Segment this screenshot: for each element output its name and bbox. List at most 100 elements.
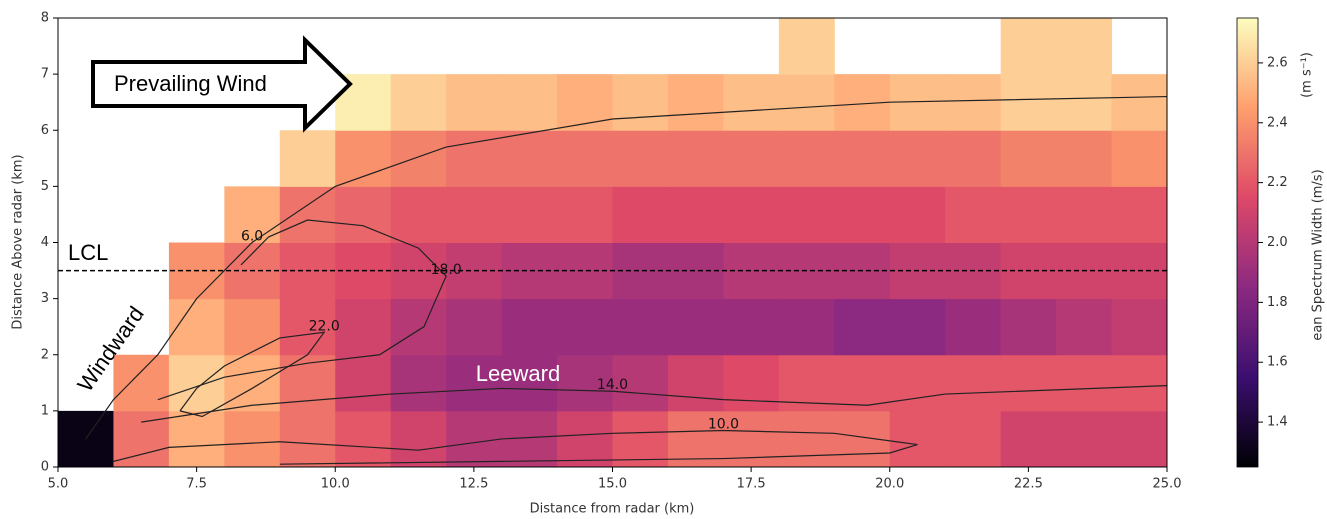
heatmap-cell	[834, 354, 891, 412]
heatmap-cell	[335, 298, 392, 356]
heatmap-cell	[889, 354, 946, 412]
x-tick-label: 22.5	[1014, 477, 1043, 492]
heatmap-cell	[224, 298, 281, 356]
heatmap-cell	[945, 186, 1002, 243]
heatmap-cell	[723, 298, 780, 356]
heatmap-cell	[723, 186, 780, 243]
x-tick-label: 20.0	[875, 477, 904, 492]
y-axis-label: Distance Above radar (km)	[11, 154, 26, 329]
heatmap-cell	[612, 186, 669, 243]
heatmap-cell	[446, 74, 503, 131]
contour-line	[157, 219, 447, 401]
y-tick-label: 3	[41, 291, 49, 306]
heatmap-cell	[1000, 186, 1057, 243]
heatmap-cell	[168, 354, 225, 412]
heatmap-cell	[113, 354, 170, 412]
y-tick-label: 1	[41, 403, 49, 418]
heatmap-cell	[113, 410, 170, 468]
heatmap-cell	[335, 130, 392, 187]
heatmap-cell	[279, 130, 336, 187]
heatmap-cell	[557, 354, 613, 412]
heatmap-cell	[501, 410, 558, 468]
y-tick-label: 2	[41, 347, 49, 362]
colorbar	[1236, 17, 1259, 468]
colorbar-label: ean Spectrum Width (m/s)	[1311, 169, 1326, 340]
heatmap-cell	[446, 410, 503, 468]
heatmap-cell	[1000, 410, 1057, 468]
heatmap-cell	[1111, 410, 1168, 468]
heatmap-cell	[667, 130, 724, 187]
heatmap-cell	[224, 186, 281, 243]
heatmap-cell	[612, 130, 669, 187]
heatmap-cell	[667, 74, 724, 131]
heatmap-cell	[390, 410, 447, 468]
heatmap-cell	[612, 74, 669, 131]
heatmap-cell	[1056, 74, 1113, 131]
heatmap-cell	[667, 354, 724, 412]
heatmap-cell	[889, 186, 946, 243]
colorbar-tick-label: 2.4	[1267, 115, 1288, 130]
y-tick-label: 7	[41, 67, 49, 82]
heatmap-cell	[723, 354, 780, 412]
x-tick-label: 5.0	[48, 477, 69, 492]
wind-arrow	[91, 35, 353, 133]
heatmap-cell	[390, 74, 447, 131]
heatmap-cell	[557, 74, 613, 131]
heatmap-cell	[335, 186, 392, 243]
heatmap-cell	[557, 186, 613, 243]
heatmap-cell	[446, 354, 503, 412]
heatmap-cell	[1000, 354, 1057, 412]
heatmap-cell	[945, 410, 1002, 468]
heatmap-cell	[557, 130, 613, 187]
heatmap-cell	[889, 410, 946, 468]
x-tick-label: 15.0	[598, 477, 627, 492]
heatmap-cell	[557, 410, 613, 468]
heatmap-cell	[446, 186, 503, 243]
heatmap-cell	[834, 186, 891, 243]
heatmap-cell	[1000, 74, 1057, 131]
wind-annotation: Prevailing Wind	[114, 71, 267, 96]
leeward-annotation: Leeward	[476, 361, 560, 386]
heatmap-cell	[667, 298, 724, 356]
heatmap-cell	[1056, 298, 1113, 356]
heatmap-cell	[335, 410, 392, 468]
heatmap-cell	[834, 298, 891, 356]
contour-line	[141, 385, 1168, 423]
heatmap-cell	[279, 298, 336, 356]
x-tick-label: 12.5	[459, 477, 488, 492]
y-tick-label: 5	[41, 179, 49, 194]
heatmap-cell	[723, 74, 780, 131]
heatmap-cell	[501, 298, 558, 356]
heatmap-cell	[1056, 130, 1113, 187]
y-tick-label: 4	[41, 235, 49, 250]
heatmap-cell	[279, 410, 336, 468]
heatmap	[58, 18, 1168, 468]
heatmap-cell	[945, 130, 1002, 187]
heatmap-cell	[612, 410, 669, 468]
heatmap-cell	[390, 130, 447, 187]
heatmap-cell	[390, 298, 447, 356]
heatmap-cell	[279, 186, 336, 243]
contour-label: 14.0	[597, 377, 628, 393]
heatmap-cell	[1056, 354, 1113, 412]
heatmap-cell	[1111, 130, 1168, 187]
heatmap-cell	[945, 298, 1002, 356]
heatmap-cell	[390, 186, 447, 243]
heatmap-cell	[168, 410, 225, 468]
colorbar-tick-label: 1.4	[1267, 415, 1288, 430]
heatmap-cell	[834, 130, 891, 187]
lcl-label: LCL	[68, 240, 108, 265]
contour-label: 6.0	[241, 229, 263, 245]
heatmap-cell	[667, 186, 724, 243]
heatmap-cell	[501, 186, 558, 243]
heatmap-cell	[778, 18, 835, 75]
heatmap-cell	[1000, 18, 1057, 75]
heatmap-cell	[58, 410, 114, 468]
heatmap-cell	[1111, 298, 1168, 356]
heatmap-cell	[778, 74, 835, 131]
heatmap-cell	[1111, 74, 1168, 131]
x-tick-label: 17.5	[737, 477, 766, 492]
heatmap-cell	[1056, 18, 1113, 75]
overlay: 6.010.014.018.022.0	[58, 95, 1168, 465]
